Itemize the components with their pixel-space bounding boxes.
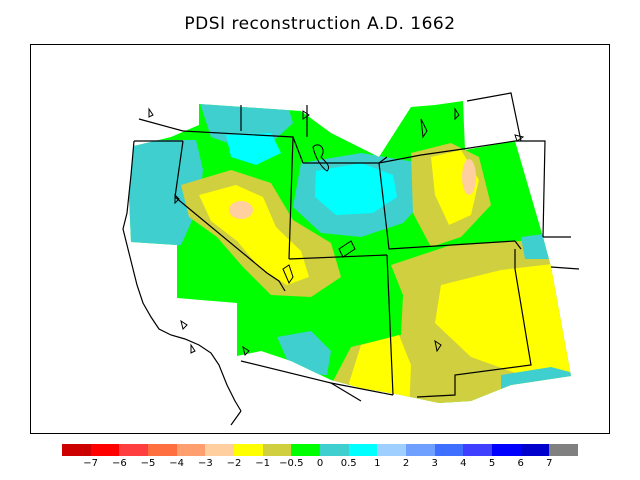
legend-swatch <box>291 444 321 456</box>
legend-swatch <box>492 444 522 456</box>
lake-north-2 <box>302 110 310 120</box>
border-montana-top <box>466 92 522 142</box>
border-north-top <box>138 118 184 132</box>
legend-tick-label: 7 <box>546 458 553 469</box>
legend-swatch <box>406 444 436 456</box>
map-title: PDSI reconstruction A.D. 1662 <box>184 14 456 34</box>
legend-swatch <box>320 444 350 456</box>
legend-swatch <box>377 444 407 456</box>
legend-swatch <box>434 444 464 456</box>
field-dry-strong-nevada <box>229 201 253 219</box>
lake-tahoe <box>174 193 180 205</box>
legend-swatch <box>148 444 178 456</box>
legend-swatch <box>520 444 550 456</box>
legend-tick-label: 3 <box>431 458 438 469</box>
pacific-coastline <box>122 140 242 412</box>
border-california-nevada <box>174 140 286 292</box>
legend-swatch <box>176 444 206 456</box>
legend-swatch <box>90 444 120 456</box>
legend-tick-labels: −7 −6 −5 −4 −3 −2 −1 −0.5 0 0.5 1 2 3 4 5 6 7 <box>0 458 640 474</box>
border-dakota <box>515 140 546 238</box>
legend-tick-label: 1 <box>374 458 381 469</box>
legend-swatch <box>262 444 292 456</box>
border-wyoming-north <box>378 140 516 164</box>
lake-south-2 <box>190 343 196 354</box>
lake-south-4 <box>434 339 442 353</box>
lake-south-1 <box>180 319 188 330</box>
border-gulf <box>330 382 362 402</box>
lake-powell <box>282 264 294 285</box>
great-salt-lake <box>312 144 330 172</box>
legend-swatch <box>348 444 378 456</box>
legend-tick-label: −2 <box>226 458 242 469</box>
legend-tick-label: 5 <box>488 458 496 469</box>
border-wyoming-colorado <box>378 162 516 250</box>
field-wet-center <box>315 163 397 215</box>
field-wet-mild-southeast <box>501 367 571 403</box>
border-four-corners-vertical <box>386 254 394 396</box>
field-wet-north <box>226 133 281 165</box>
legend-tick-label: −1 <box>255 458 271 469</box>
legend-tick-label: 4 <box>460 458 467 469</box>
border-newmexico-texas <box>416 249 532 398</box>
legend-tick-label: −6 <box>111 458 127 469</box>
legend-swatch <box>463 444 493 456</box>
legend-tick-label: 6 <box>517 458 524 469</box>
field-dry-strong-east <box>462 159 476 195</box>
legend-tick-label: 2 <box>402 458 410 469</box>
lakes <box>148 107 525 356</box>
border-colorado-east <box>514 240 522 250</box>
lake-east <box>514 134 525 142</box>
border-mexico <box>230 410 242 426</box>
border-utah-arizona <box>288 254 388 260</box>
legend-swatch <box>205 444 235 456</box>
legend-swatch <box>62 444 92 456</box>
legend-tick-label: −0.5 <box>279 458 304 469</box>
lake-north-3 <box>454 107 460 121</box>
state-borders <box>122 92 580 426</box>
lake-south-3 <box>242 345 250 356</box>
legend-swatch <box>549 444 579 456</box>
color-legend <box>62 444 579 458</box>
legend-tick-label: 0.5 <box>340 458 357 469</box>
border-kansas <box>550 266 580 270</box>
legend-tick-label: −5 <box>140 458 156 469</box>
field-wet-mild-northeast-corner <box>521 233 551 259</box>
lake-mead <box>338 240 356 258</box>
lake-north-4 <box>420 118 428 139</box>
legend-swatch <box>234 444 264 456</box>
field-dry-southeast <box>435 263 571 375</box>
border-utah-north <box>292 136 304 164</box>
pdsi-map <box>122 92 580 426</box>
map-frame <box>30 44 610 434</box>
lake-north-1 <box>148 107 154 118</box>
legend-tick-label: −7 <box>83 458 99 469</box>
legend-tick-label: 0 <box>316 458 324 469</box>
legend-tick-label: −4 <box>169 458 185 469</box>
field-wet-mild-northwest <box>129 140 203 250</box>
field-dry-nevada <box>199 185 309 285</box>
legend-tick-label: −3 <box>197 458 213 469</box>
legend-swatch <box>119 444 149 456</box>
